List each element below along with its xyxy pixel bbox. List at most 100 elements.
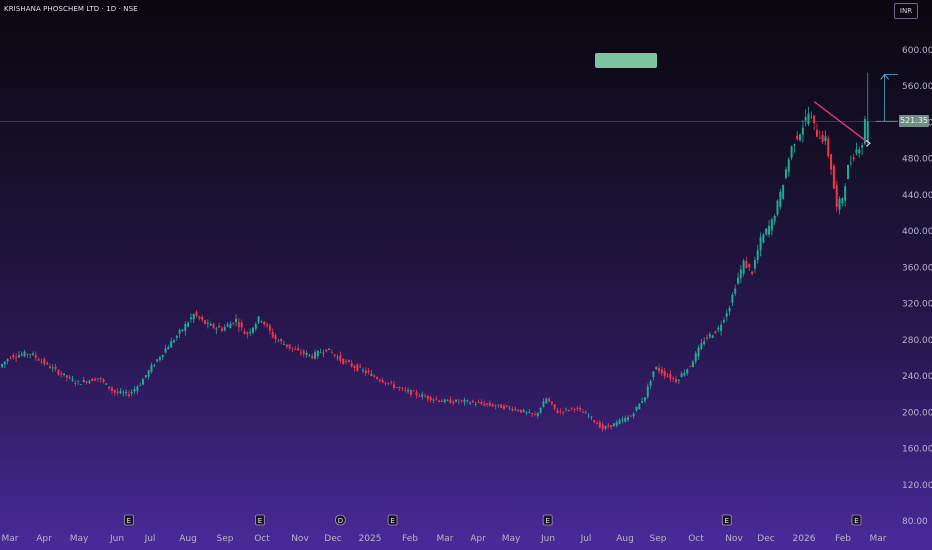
candle-body (469, 402, 472, 404)
candle-body (339, 355, 342, 361)
candle-body (849, 162, 852, 164)
candle-body (175, 335, 178, 338)
candle-body (548, 398, 551, 402)
candle-body (745, 261, 748, 269)
candle-body (178, 330, 181, 334)
earnings-marker[interactable]: E (124, 514, 134, 526)
candle-body (105, 383, 108, 385)
candle-body (739, 269, 742, 279)
candle-body (717, 328, 720, 330)
x-tick-label: Mar (437, 534, 454, 544)
candle-body (737, 277, 740, 284)
earnings-marker[interactable]: E (721, 514, 732, 526)
candle-body (158, 357, 161, 360)
candle-body (235, 318, 238, 323)
earnings-marker[interactable]: E (542, 514, 553, 526)
candle-body (57, 370, 60, 375)
candle-body (531, 413, 534, 415)
candle-body (852, 157, 855, 160)
currency-button[interactable]: INR (894, 3, 918, 19)
candle-body (756, 250, 759, 261)
candle-body (187, 322, 190, 327)
candle-body (268, 325, 271, 331)
candle-body (79, 384, 82, 386)
candle-body (734, 288, 737, 294)
earnings-marker[interactable]: E (387, 514, 398, 526)
candle-body (308, 354, 311, 356)
marker-shape (542, 514, 553, 526)
candle-body (866, 121, 869, 143)
earnings-marker[interactable]: E (851, 514, 862, 526)
marker-label: E (127, 517, 131, 525)
candle-body (838, 198, 841, 210)
candle-body (108, 386, 111, 389)
marker-shape (255, 514, 265, 526)
candle-body (68, 377, 71, 379)
candle-body (635, 406, 638, 411)
candle-body (559, 411, 562, 413)
dividend-marker[interactable]: D (334, 514, 346, 526)
candle-body (553, 404, 556, 409)
candle-body (847, 165, 849, 180)
candle-body (119, 391, 122, 393)
candle-body (302, 350, 305, 354)
target-box[interactable] (595, 53, 657, 68)
candle-body (536, 412, 539, 416)
candle-body (517, 410, 520, 412)
candle-body (607, 425, 610, 427)
candle-body (502, 405, 505, 410)
candle-body (587, 415, 590, 417)
candle-body (525, 412, 528, 413)
candle-body (6, 359, 9, 362)
marker-label: E (854, 517, 858, 525)
candle-body (401, 388, 404, 389)
candle-body (257, 316, 260, 323)
candle-body (432, 399, 435, 401)
candle-body (844, 186, 847, 201)
candle-body (573, 409, 576, 410)
candle-body (790, 146, 793, 158)
trendline[interactable] (813, 101, 870, 144)
candle-body (426, 395, 429, 399)
candle-body (863, 119, 866, 144)
candle-body (590, 416, 593, 418)
candle-body (204, 320, 207, 324)
time-axis: Mar Apr May Jun Jul Aug Sep Oct Nov Dec 2025 Feb Mar… (2, 534, 887, 544)
marker-shape (124, 514, 134, 526)
x-tick-label: May (70, 534, 89, 544)
candle-body (283, 344, 285, 346)
y-tick-label: 200.00 (902, 408, 932, 418)
candle-body (322, 352, 325, 354)
candle-body (116, 391, 119, 393)
candle-series (1, 72, 869, 432)
candle-body (841, 198, 844, 204)
candle-body (528, 412, 531, 414)
candle-body (77, 381, 80, 383)
candle-body (604, 426, 607, 429)
candle-body (768, 225, 771, 235)
candle-body (350, 363, 353, 367)
candle-body (20, 354, 23, 356)
candle-body (274, 335, 277, 340)
candle-body (556, 410, 559, 414)
candle-body (519, 409, 522, 413)
candle-body (801, 127, 804, 135)
candle-body (759, 237, 762, 251)
candle-body (697, 347, 700, 357)
candle-body (32, 353, 35, 355)
candle-body (514, 408, 517, 410)
candle-body (804, 116, 807, 121)
candle-body (610, 425, 613, 428)
x-tick-label: Dec (757, 534, 774, 544)
earnings-marker[interactable]: E (255, 514, 265, 526)
candle-body (810, 117, 813, 119)
candle-body (218, 325, 221, 328)
candle-body (263, 321, 266, 325)
candle-body (505, 405, 508, 407)
candle-body (226, 324, 229, 327)
candle-body (136, 386, 139, 391)
candle-body (596, 422, 599, 425)
candle-body (254, 324, 257, 329)
candle-body (54, 366, 57, 369)
